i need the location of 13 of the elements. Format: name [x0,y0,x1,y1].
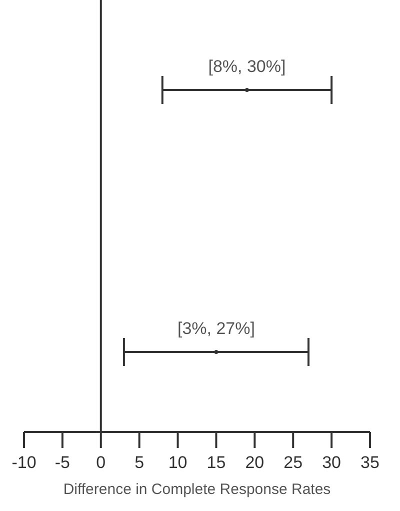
x-tick-label: 10 [168,453,188,472]
x-tick-label: 20 [245,453,264,472]
x-tick-label: 25 [284,453,303,472]
x-tick-label: 0 [96,453,106,472]
data-label: [3%, 27%] [177,319,255,338]
x-tick-label: 15 [206,453,226,472]
x-tick-label: 30 [322,453,342,472]
x-tick-label: -5 [54,453,70,472]
x-axis-title: Difference in Complete Response Rates [63,481,331,498]
x-tick-label: 5 [134,453,144,472]
x-tick-label: -10 [12,453,36,472]
x-tick-label: 35 [360,453,380,472]
data-label: [8%, 30%] [208,57,286,76]
